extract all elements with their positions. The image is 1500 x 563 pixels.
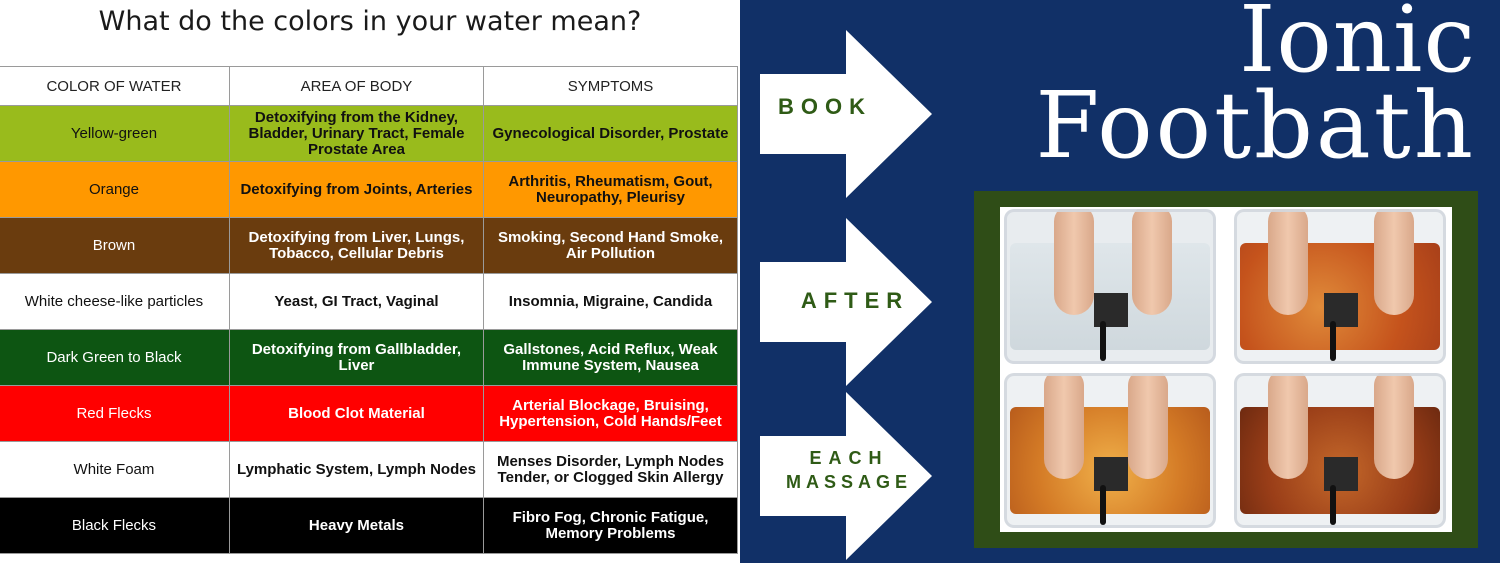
arrow-label-massage: MASSAGE — [785, 472, 912, 492]
table-row: Black Flecks Heavy Metals Fibro Fog, Chron… — [0, 497, 739, 554]
table-row: White Foam Lymphatic System, Lymph Nodes M… — [0, 441, 739, 498]
row-symptoms-cell: Fibro Fog, Chronic Fatigue, Memory Probl… — [482, 497, 739, 554]
row-color-cell: White Foam — [0, 441, 230, 498]
row-color-cell: Black Flecks — [0, 497, 230, 554]
header-area: AREA OF BODY — [228, 66, 484, 106]
row-symptoms-cell: Smoking, Second Hand Smoke, Air Pollutio… — [482, 217, 739, 274]
table-row: White cheese-like particles Yeast, GI Tra… — [0, 273, 739, 330]
arrow-after: AFTER — [760, 218, 932, 386]
arrow-shape-icon — [760, 30, 932, 198]
table-header-row: COLOR OF WATER AREA OF BODY SYMPTOMS — [0, 66, 739, 106]
row-color-cell: White cheese-like particles — [0, 273, 230, 330]
footbath-dark-tub-icon — [1234, 373, 1446, 528]
row-symptoms-cell: Gallstones, Acid Reflux, Weak Immune Sys… — [482, 329, 739, 386]
row-color-cell: Red Flecks — [0, 385, 230, 442]
row-symptoms-cell: Menses Disorder, Lymph Nodes Tender, or … — [482, 441, 739, 498]
row-area-cell: Detoxifying from Joints, Arteries — [228, 161, 484, 218]
row-area-cell: Detoxifying from Gallbladder, Liver — [228, 329, 484, 386]
arrow-shape-icon — [760, 218, 932, 386]
row-area-cell: Yeast, GI Tract, Vaginal — [228, 273, 484, 330]
arrow-label-book: BOOK — [778, 94, 872, 119]
row-symptoms-cell: Insomnia, Migraine, Candida — [482, 273, 739, 330]
table-row: Red Flecks Blood Clot Material Arterial Bl… — [0, 385, 739, 442]
footbath-photo — [1000, 207, 1452, 532]
row-area-cell: Heavy Metals — [228, 497, 484, 554]
arrow-book: BOOK — [760, 30, 932, 198]
table-row: Yellow-green Detoxifying from the Kidney,… — [0, 105, 739, 162]
row-area-cell: Detoxifying from the Kidney, Bladder, Ur… — [228, 105, 484, 162]
footbath-orange-tub-icon — [1004, 373, 1216, 528]
footbath-before-tub-icon — [1004, 209, 1216, 364]
row-color-cell: Yellow-green — [0, 105, 230, 162]
water-color-table: COLOR OF WATER AREA OF BODY SYMPTOMS Yel… — [0, 66, 739, 554]
header-symptoms: SYMPTOMS — [482, 66, 739, 106]
photo-frame — [974, 191, 1478, 548]
arrow-each-massage: EACH MASSAGE — [760, 392, 932, 560]
promo-panel: BOOK AFTER EACH MASSAGE Ionic Footbath — [740, 0, 1500, 563]
chart-title: What do the colors in your water mean? — [98, 6, 642, 37]
table-row: Dark Green to Black Detoxifying from Gall… — [0, 329, 739, 386]
arrow-label-each: EACH — [809, 448, 889, 468]
brand-title-ionic: Ionic — [1239, 0, 1476, 93]
arrow-label-after: AFTER — [800, 288, 910, 313]
footbath-orange-tub-icon — [1234, 209, 1446, 364]
row-area-cell: Blood Clot Material — [228, 385, 484, 442]
brand-title-footbath: Footbath — [1035, 72, 1476, 179]
row-symptoms-cell: Arterial Blockage, Bruising, Hypertensio… — [482, 385, 739, 442]
row-area-cell: Detoxifying from Liver, Lungs, Tobacco, … — [228, 217, 484, 274]
table-row: Brown Detoxifying from Liver, Lungs, Toba… — [0, 217, 739, 274]
table-row: Orange Detoxifying from Joints, Arteries A… — [0, 161, 739, 218]
arrow-shape-icon — [760, 392, 932, 560]
row-symptoms-cell: Gynecological Disorder, Prostate — [482, 105, 739, 162]
row-area-cell: Lymphatic System, Lymph Nodes — [228, 441, 484, 498]
row-color-cell: Dark Green to Black — [0, 329, 230, 386]
row-color-cell: Orange — [0, 161, 230, 218]
color-chart-panel: What do the colors in your water mean? C… — [0, 0, 740, 563]
row-color-cell: Brown — [0, 217, 230, 274]
header-color: COLOR OF WATER — [0, 66, 230, 106]
row-symptoms-cell: Arthritis, Rheumatism, Gout, Neuropathy,… — [482, 161, 739, 218]
